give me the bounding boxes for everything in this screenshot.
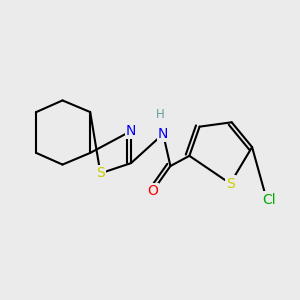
Text: Cl: Cl [262, 193, 276, 207]
Text: N: N [126, 124, 136, 138]
Text: O: O [148, 184, 158, 198]
Text: N: N [158, 127, 168, 141]
Text: H: H [156, 108, 165, 121]
Text: S: S [96, 166, 105, 180]
Text: S: S [226, 176, 235, 190]
